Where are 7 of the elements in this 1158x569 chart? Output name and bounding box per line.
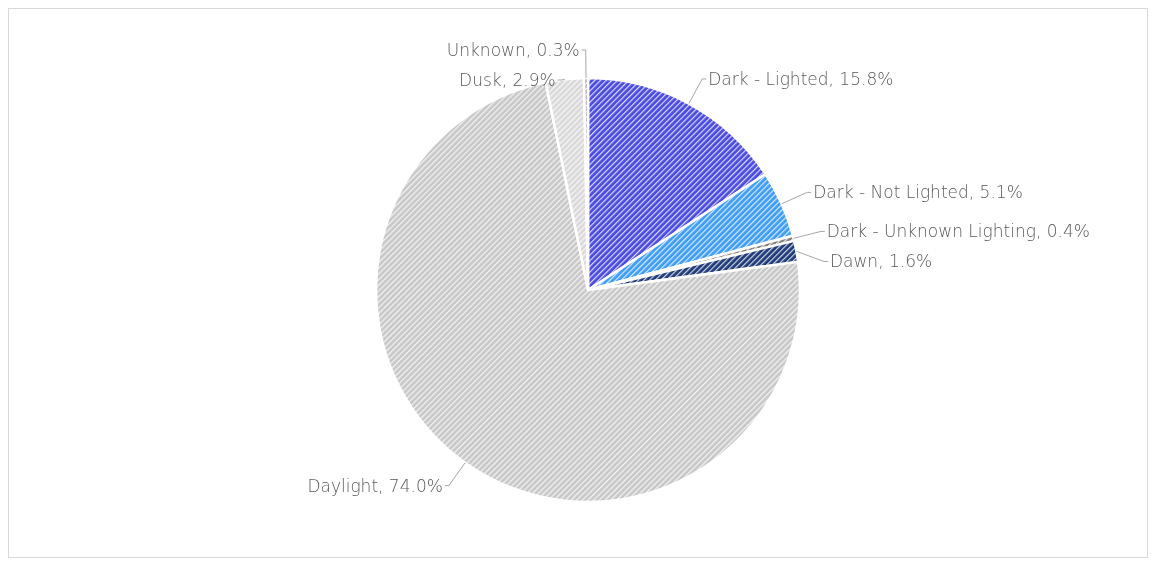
slice-label: Dark - Not Lighted, 5.1% bbox=[813, 182, 1023, 203]
slice-label: Unknown, 0.3% bbox=[446, 39, 580, 60]
slice-label: Dark - Unknown Lighting, 0.4% bbox=[826, 221, 1090, 242]
slice-label: Dusk, 2.9% bbox=[459, 69, 556, 90]
slice-label: Dawn, 1.6% bbox=[829, 251, 933, 272]
slice-label: Daylight, 74.0% bbox=[307, 475, 443, 496]
slice-label: Dark - Lighted, 15.8% bbox=[708, 68, 894, 89]
